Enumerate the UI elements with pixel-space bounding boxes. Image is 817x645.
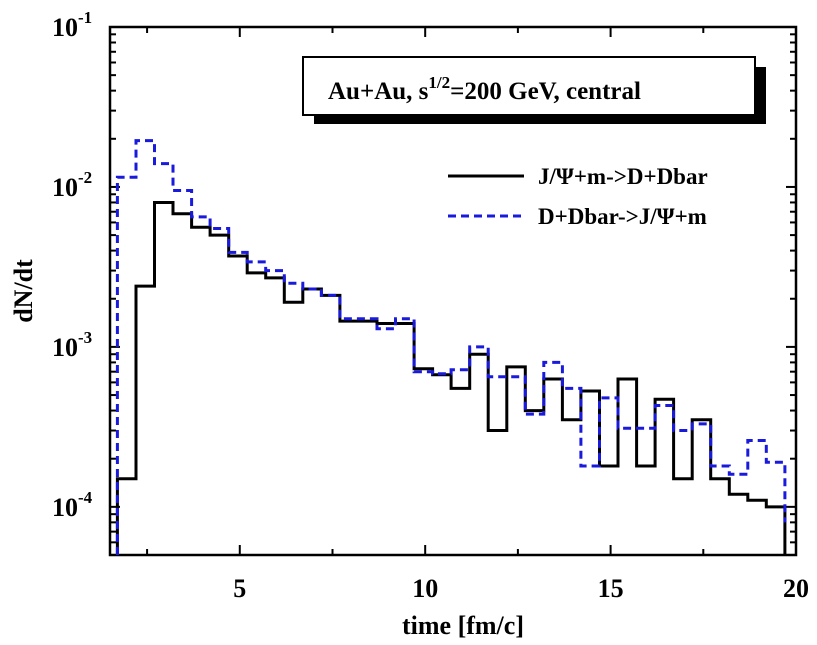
legend: J/Ψ+m->D+Dbar D+Dbar->J/Ψ+m	[448, 164, 708, 229]
x-axis-title: time [fm/c]	[402, 611, 524, 640]
y-axis-title: dN/dt	[9, 259, 38, 323]
legend-label-series-2: D+Dbar->J/Ψ+m	[538, 204, 707, 229]
y-tick-labels: 10-4 10-3 10-2 10-1	[52, 8, 93, 522]
annotation-text: Au+Au, s1/2=200 GeV, central	[328, 73, 641, 105]
axis-ticks	[110, 26, 797, 556]
annotation-suffix: =200 GeV, central	[450, 78, 641, 105]
x-tick-label: 10	[412, 574, 438, 603]
y-tick-label: 10-2	[52, 168, 92, 202]
series-2-line	[115, 139, 787, 555]
plot-area-frame	[108, 25, 798, 557]
annotation-box: Au+Au, s1/2=200 GeV, central	[302, 56, 766, 124]
annotation-sup: 1/2	[428, 73, 450, 92]
x-tick-labels: 5 10 15 20	[233, 574, 809, 603]
x-tick-label: 20	[783, 574, 809, 603]
x-tick-label: 5	[233, 574, 246, 603]
legend-label-series-1: J/Ψ+m->D+Dbar	[538, 164, 708, 189]
series-1-line	[115, 201, 787, 555]
annotation-box-frame	[302, 56, 756, 116]
y-tick-label: 10-3	[52, 328, 92, 362]
annotation-prefix: Au+Au, s	[328, 78, 429, 105]
series-layer	[115, 139, 787, 555]
x-tick-label: 15	[598, 574, 624, 603]
y-tick-label: 10-1	[52, 8, 92, 42]
y-tick-label: 10-4	[52, 488, 93, 522]
